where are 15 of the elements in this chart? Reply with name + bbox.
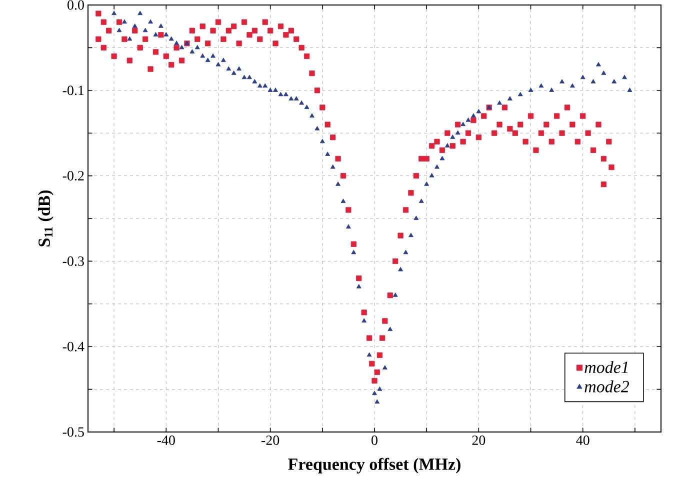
x-tick-label: 40 bbox=[576, 436, 590, 445]
y-axis-title: S$_{11}$ (dB) bbox=[38, 190, 54, 246]
y-tick-label: -0.4 bbox=[62, 342, 84, 352]
y-tick-label: -0.5 bbox=[62, 427, 84, 437]
y-tick-label: -0.2 bbox=[62, 171, 84, 181]
y-tick-label: -0.3 bbox=[62, 256, 84, 266]
x-tick-label: 0 bbox=[372, 436, 378, 445]
legend-label: mode2 bbox=[584, 380, 630, 392]
x-tick-label: 20 bbox=[472, 436, 486, 445]
y-tick-label: 0.0 bbox=[68, 0, 84, 10]
x-axis-title: Frequency offset (MHz) bbox=[288, 458, 460, 474]
x-tick-label: -20 bbox=[262, 436, 280, 445]
x-tick-label: -40 bbox=[157, 436, 175, 445]
legend-label: mode1 bbox=[584, 361, 628, 374]
y-tick-label: -0.1 bbox=[62, 86, 84, 96]
